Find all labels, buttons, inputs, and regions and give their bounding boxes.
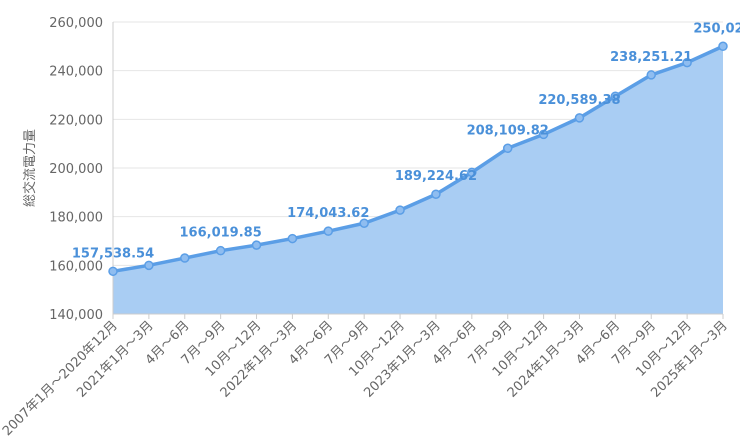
y-tick-label: 220,000: [49, 113, 103, 128]
y-tick-label: 200,000: [49, 162, 103, 177]
data-point: [646, 70, 656, 80]
data-point: [682, 57, 692, 68]
data-point: [323, 226, 334, 236]
data-point: [215, 245, 226, 256]
data-point: [108, 266, 118, 277]
data-label: 250,024: [693, 21, 740, 36]
data-point: [287, 233, 298, 244]
data-point: [144, 260, 154, 271]
data-label: 157,538.54: [72, 246, 154, 261]
data-label: 208,109.82: [467, 123, 549, 138]
area-layer: [112, 44, 724, 314]
y-tick-label: 140,000: [49, 308, 103, 323]
y-tick-label: 240,000: [49, 65, 103, 80]
data-points: [108, 41, 728, 277]
data-label: 166,019.85: [180, 226, 262, 241]
data-point: [718, 41, 728, 52]
data-label: 189,224.62: [395, 169, 477, 184]
y-tick-label: 180,000: [49, 211, 103, 226]
data-point: [538, 129, 549, 140]
data-point: [467, 167, 477, 178]
y-tick-labels: 140,000 160,000 180,000 200,000 220,000 240,0…: [49, 16, 103, 323]
data-point: [395, 205, 405, 215]
series-line: [112, 44, 724, 274]
area-fill: [113, 46, 723, 314]
data-label: 238,251.21: [610, 50, 692, 65]
data-point: [431, 189, 441, 199]
y-tick-label: 160,000: [49, 259, 103, 274]
data-point: [574, 113, 585, 123]
data-point: [502, 143, 513, 154]
data-point: [359, 218, 369, 228]
data-point: [251, 240, 262, 250]
y-tick-label: 260,000: [49, 16, 103, 31]
y-axis-label: 総交流電力量: [22, 129, 38, 207]
data-label: 220,589.38: [538, 93, 620, 108]
data-labels: 157,538.54 166,019.85 174,043.62 189,224.62…: [72, 21, 740, 261]
x-tick-labels: 2007年1月～2020年12月2021年1月～3月4月～6月7月～9月10月～…: [0, 318, 731, 439]
data-point: [180, 253, 190, 263]
axes: [112, 22, 724, 319]
data-point: [610, 91, 621, 101]
data-label: 174,043.62: [287, 206, 369, 221]
